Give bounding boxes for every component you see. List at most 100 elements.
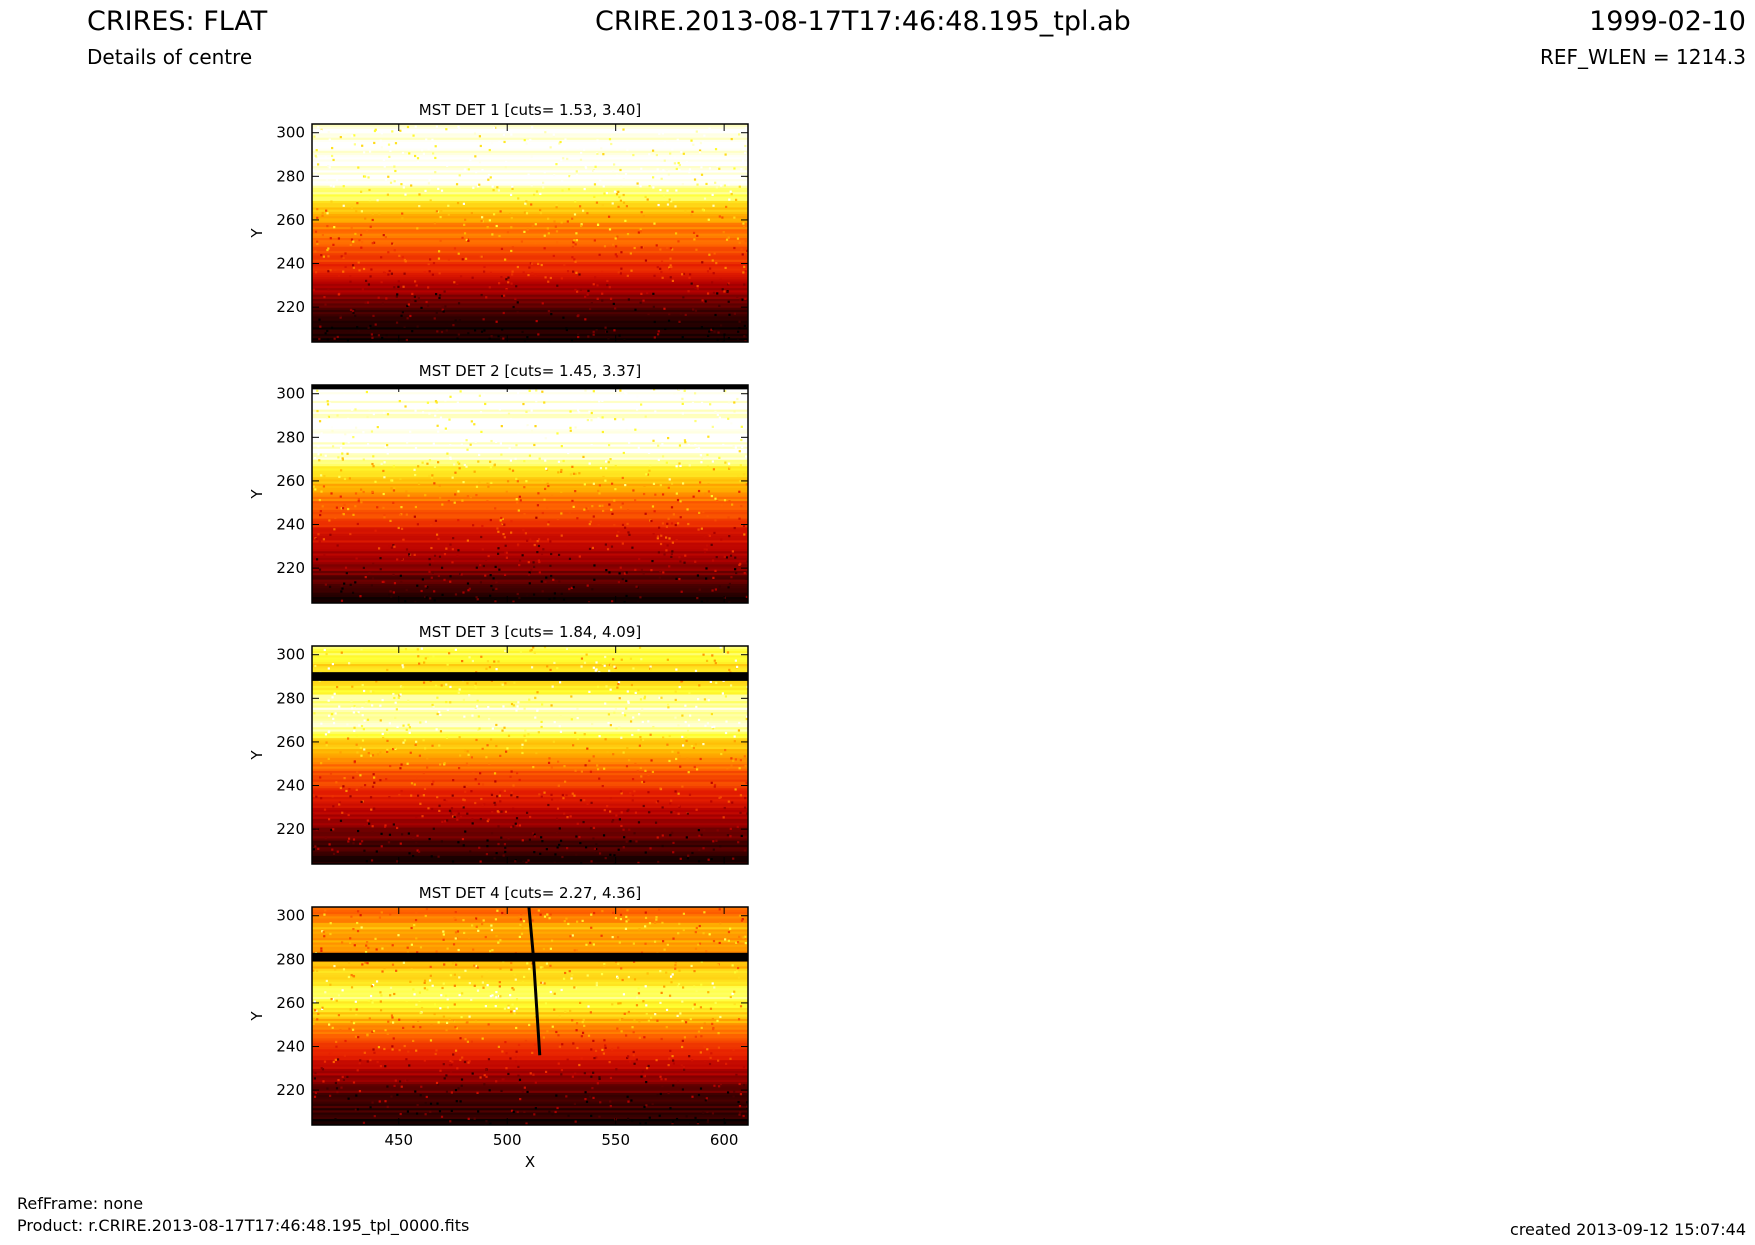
heat-pixel (371, 785, 375, 788)
heat-pixel (575, 239, 579, 242)
heat-pixel (391, 963, 395, 966)
heat-pixel (620, 185, 623, 188)
heat-pixel (668, 565, 671, 568)
heat-pixel (632, 153, 635, 157)
heat-pixel (639, 301, 642, 304)
heat-pixel (538, 457, 541, 460)
heat-pixel (705, 950, 708, 953)
heat-pixel (427, 262, 430, 266)
heat-pixel (377, 547, 381, 550)
heat-pixel (465, 762, 469, 765)
heat-pixel (711, 460, 714, 463)
heat-pixel (609, 1076, 613, 1080)
heat-pixel (632, 960, 636, 963)
heat-pixel (407, 832, 410, 835)
heat-pixel (321, 211, 324, 215)
heat-pixel (629, 657, 633, 660)
heat-pixel (407, 494, 410, 497)
heat-band (312, 209, 748, 212)
heat-pixel (327, 731, 330, 734)
heat-pixel (349, 532, 352, 536)
heat-band (312, 992, 748, 995)
heat-band (312, 961, 748, 965)
heat-band (312, 724, 748, 728)
heat-band (312, 1094, 748, 1098)
heat-pixel (708, 330, 711, 333)
heat-pixel (672, 1120, 675, 1123)
heat-pixel (743, 421, 746, 424)
heat-pixel (669, 802, 672, 805)
heat-pixel (511, 469, 515, 472)
heat-pixel (700, 326, 704, 329)
product-label: Product: r.CRIRE.2013-08-17T17:46:48.195… (17, 1216, 470, 1235)
heat-pixel (619, 1002, 622, 1005)
heat-pixel (321, 505, 324, 508)
heat-pixel (696, 183, 699, 186)
heat-pixel (399, 842, 402, 845)
heat-pixel (360, 724, 364, 728)
heat-pixel (543, 791, 546, 794)
heat-pixel (431, 474, 434, 477)
heat-pixel (493, 463, 496, 466)
heat-pixel (533, 833, 536, 836)
heat-pixel (452, 943, 456, 946)
heat-band (312, 1063, 748, 1067)
heat-pixel (566, 270, 570, 273)
heat-pixel (679, 1012, 682, 1015)
heat-pixel (354, 396, 357, 400)
heat-pixel (700, 166, 703, 169)
heat-pixel (714, 588, 718, 591)
heat-pixel (403, 325, 406, 328)
heat-band (312, 737, 748, 741)
heat-pixel (617, 848, 620, 851)
heat-pixel (562, 797, 565, 800)
heat-pixel (746, 1101, 748, 1104)
heat-pixel (584, 295, 587, 298)
heat-pixel (576, 737, 579, 741)
heat-pixel (687, 724, 691, 727)
heat-pixel (733, 990, 736, 993)
heat-band (312, 568, 748, 571)
heat-pixel (578, 1063, 581, 1067)
heat-band (312, 761, 748, 765)
heat-pixel (501, 1078, 504, 1081)
heat-band (312, 161, 748, 164)
heat-pixel (314, 173, 317, 176)
heat-pixel (490, 142, 494, 145)
heat-pixel (317, 533, 320, 536)
heat-pixel (574, 1120, 577, 1123)
heat-pixel (317, 847, 320, 850)
heat-pixel (739, 298, 742, 301)
heat-pixel (514, 860, 517, 863)
heat-pixel (343, 477, 347, 481)
heat-band (312, 1109, 748, 1113)
heat-pixel (330, 1052, 333, 1055)
heat-pixel (598, 484, 601, 487)
heat-pixel (371, 462, 374, 466)
heat-pixel (486, 482, 489, 485)
heat-pixel (681, 412, 684, 415)
heat-pixel (339, 786, 342, 790)
heat-pixel (659, 570, 662, 573)
heat-band (312, 840, 748, 843)
heat-pixel (380, 281, 383, 284)
heat-band (312, 496, 748, 499)
heat-pixel (438, 804, 441, 807)
heat-pixel (574, 288, 577, 291)
heat-pixel (512, 807, 515, 810)
heat-pixel (507, 412, 511, 415)
heat-pixel (592, 333, 595, 336)
heat-pixel (729, 827, 732, 830)
heat-band (312, 1068, 748, 1072)
heat-pixel (514, 978, 517, 981)
heat-pixel (358, 1090, 362, 1093)
heat-pixel (730, 137, 733, 141)
heat-pixel (402, 285, 405, 288)
heat-pixel (547, 484, 550, 488)
heat-pixel (684, 313, 687, 316)
heat-pixel (514, 1056, 518, 1059)
heat-pixel (351, 433, 354, 436)
heat-band (312, 476, 748, 480)
heat-pixel (557, 471, 560, 474)
heat-pixel (691, 1059, 694, 1062)
